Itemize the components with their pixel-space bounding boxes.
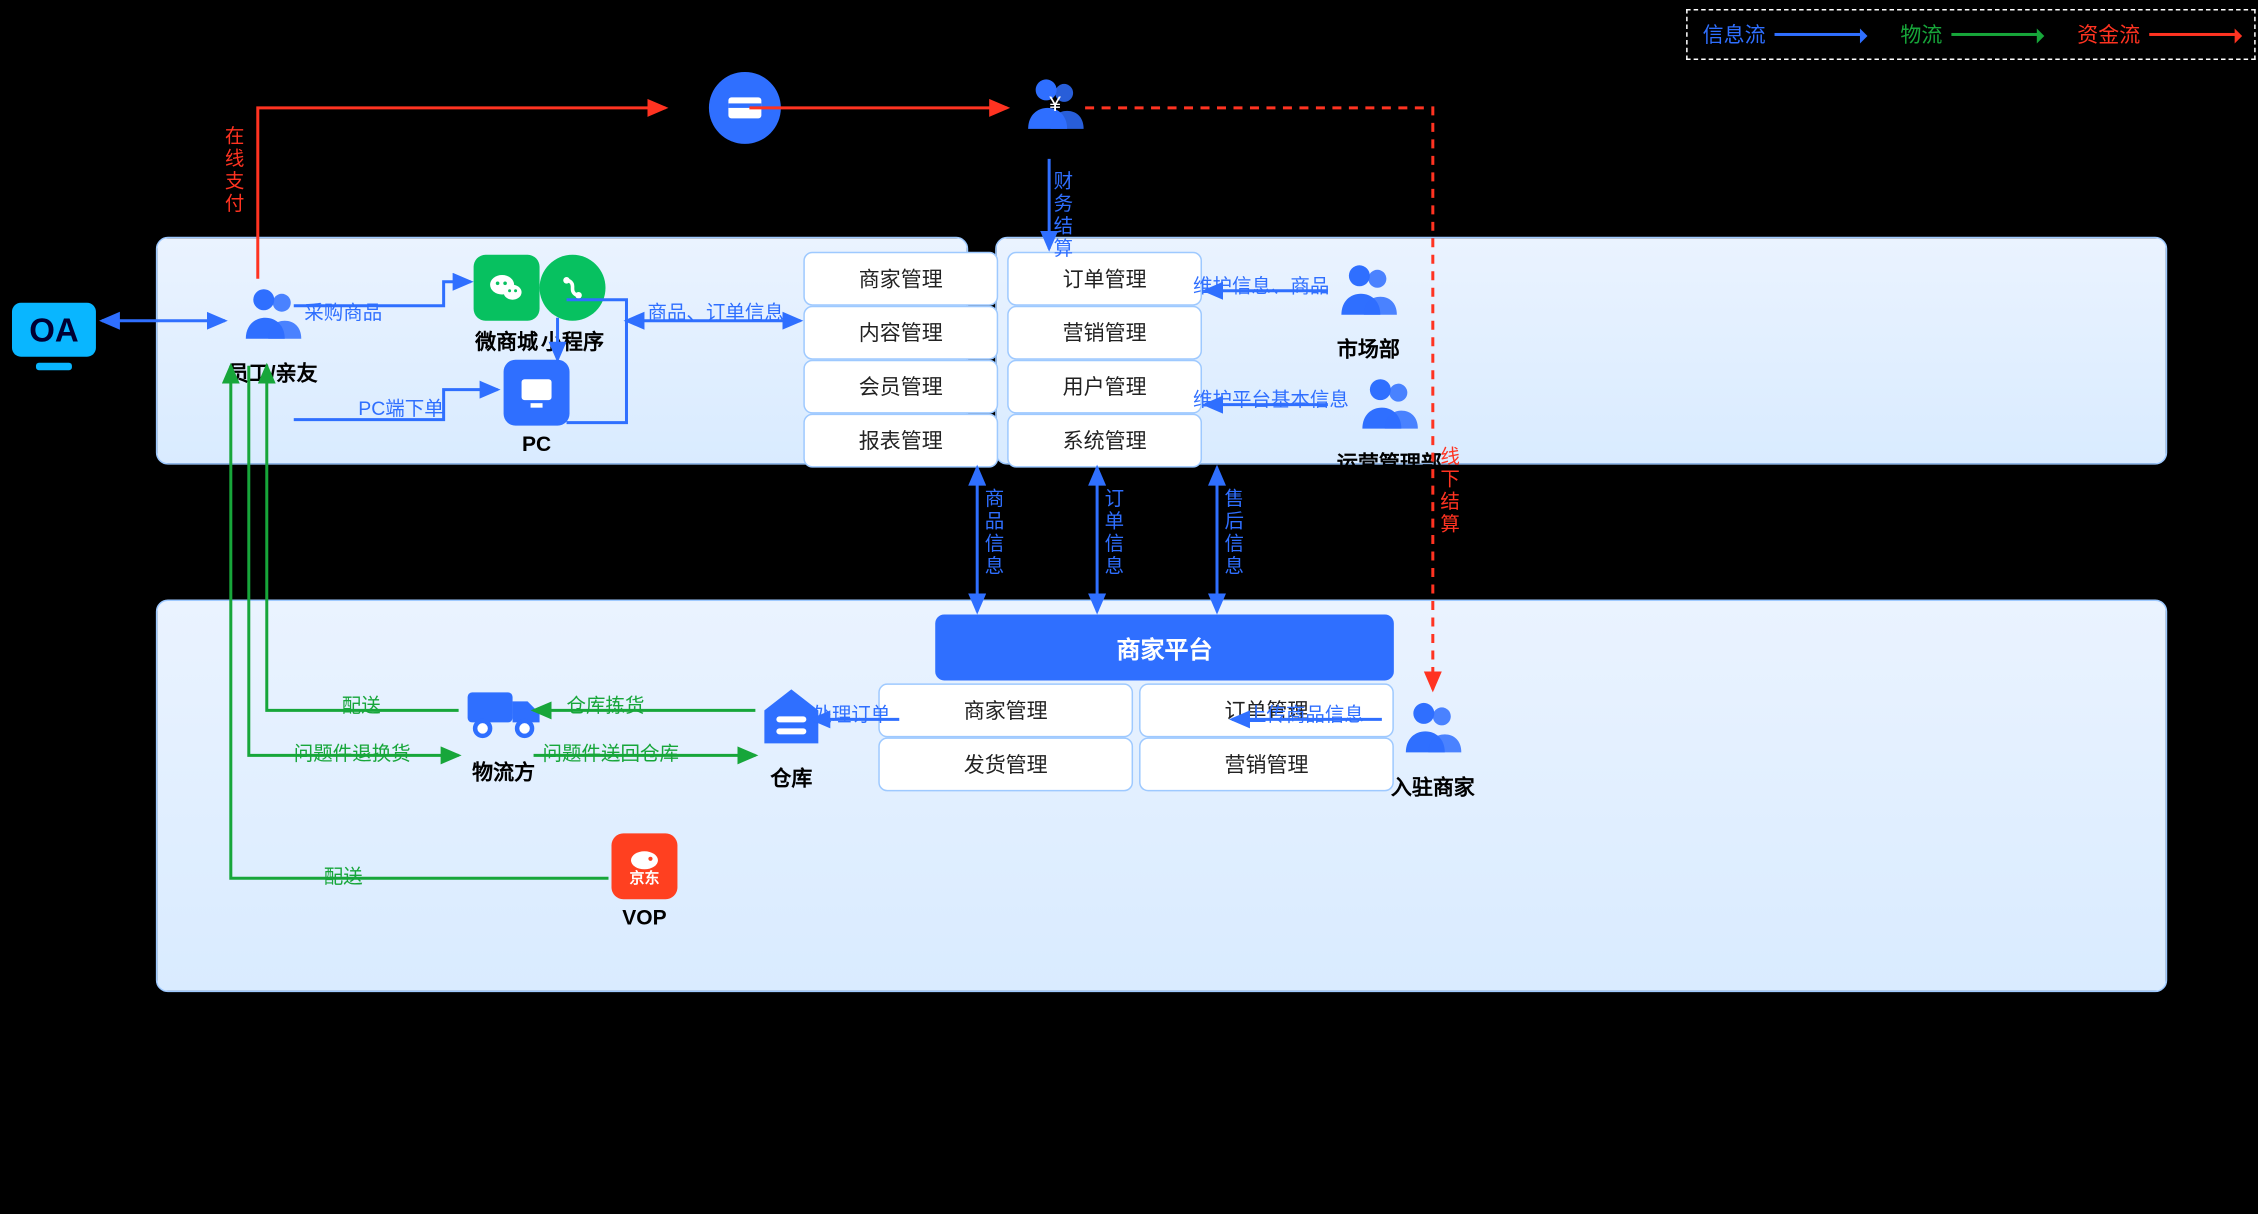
node-market: 市场部: [1337, 258, 1400, 364]
edge-label: 采购商品: [304, 297, 382, 325]
edge-label: 处理订单: [812, 698, 890, 726]
node-label: 小程序: [540, 327, 606, 357]
edge-label-vertical: 在线支付: [225, 126, 245, 216]
node-label: VOP: [611, 905, 677, 929]
merchant-pill: 商家管理: [878, 683, 1133, 737]
edge-label-vertical: 售后信息: [1224, 489, 1244, 579]
edge-label-vertical: 订单信息: [1105, 489, 1125, 579]
edge-label: 问题件退换货: [294, 737, 411, 765]
node-oa: OA: [9, 297, 99, 382]
merchant-pill: 发货管理: [878, 737, 1133, 791]
legend: 信息流物流资金流: [1686, 9, 2256, 60]
node-label: 物流方: [465, 757, 543, 787]
edge-label: 仓库拣货: [567, 689, 645, 717]
mgmt-pill: 系统管理: [1007, 414, 1202, 468]
node-wechat: 微商城: [474, 255, 540, 357]
node-pay3: 第三方支付平台: [671, 72, 818, 180]
svg-text:京东: 京东: [630, 869, 660, 887]
edge-label: 维护信息、商品: [1193, 270, 1329, 298]
edge-label: 维护平台基本信息: [1193, 384, 1349, 412]
edge-label: 配送: [342, 689, 381, 717]
node-merchant: 入驻商家: [1391, 695, 1475, 801]
node-label: 市场部: [1337, 334, 1400, 364]
node-pc: PC: [504, 360, 570, 456]
svg-text:OA: OA: [29, 312, 78, 349]
node-vop: 京东 VOP: [611, 833, 677, 929]
node-label: 仓库: [758, 763, 824, 793]
svg-text:¥: ¥: [1048, 93, 1061, 116]
node-mini: 小程序: [540, 255, 606, 357]
edge-label: 问题件送回仓库: [543, 737, 679, 765]
mgmt-pill: 商家管理: [803, 252, 998, 306]
edge-label: 配送: [324, 860, 363, 888]
node-ops: 运营管理部: [1337, 372, 1442, 478]
mgmt-pill: 报表管理: [803, 414, 998, 468]
merchant-platform: 商家平台: [935, 614, 1394, 680]
edge-label: PC端下单: [358, 393, 444, 421]
merchant-pill: 营销管理: [1139, 737, 1394, 791]
edge-label-vertical: 线下结算: [1440, 447, 1460, 537]
edge-label: 上传商品信息: [1247, 698, 1364, 726]
node-label: 第三方支付平台: [671, 150, 818, 180]
edge-label-vertical: 商品信息: [985, 489, 1005, 579]
edge-label-vertical: 财务结算: [1054, 171, 1074, 261]
node-finance: ¥电商财务: [1013, 72, 1097, 178]
edge-label: 商品、订单信息: [647, 297, 783, 325]
node-label: 微商城: [474, 327, 540, 357]
mgmt-pill: 营销管理: [1007, 306, 1202, 360]
node-label: 运营管理部: [1337, 448, 1442, 478]
node-label: 入驻商家: [1391, 772, 1475, 802]
mgmt-pill: 会员管理: [803, 360, 998, 414]
mgmt-pill: 用户管理: [1007, 360, 1202, 414]
node-label: 员工/亲友: [228, 358, 318, 388]
mgmt-pill: 订单管理: [1007, 252, 1202, 306]
node-label: PC: [504, 432, 570, 456]
mgmt-pill: 内容管理: [803, 306, 998, 360]
node-logistics: 物流方: [465, 683, 543, 786]
